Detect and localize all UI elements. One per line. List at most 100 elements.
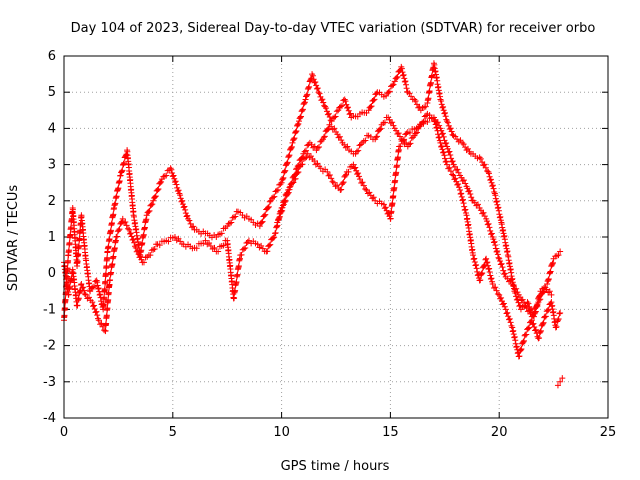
data-point	[445, 165, 452, 172]
data-point	[356, 176, 363, 183]
data-point	[165, 238, 172, 245]
data-point	[238, 251, 245, 258]
data-point	[339, 180, 346, 187]
data-point	[476, 154, 483, 161]
data-point	[521, 332, 528, 339]
data-point	[391, 184, 398, 191]
data-point	[487, 275, 494, 282]
data-point	[131, 239, 138, 246]
data-point	[459, 197, 466, 204]
data-point	[470, 252, 477, 259]
data-point	[266, 198, 273, 205]
data-point	[90, 302, 97, 309]
data-point	[148, 247, 155, 254]
data-point	[449, 158, 456, 165]
data-point	[301, 100, 308, 107]
data-point	[544, 281, 551, 288]
data-point	[533, 303, 540, 310]
data-point	[447, 125, 454, 132]
data-point	[509, 324, 516, 331]
data-point	[486, 173, 493, 180]
data-point	[387, 215, 394, 222]
data-point	[299, 107, 306, 114]
data-point	[75, 295, 82, 302]
data-point	[524, 308, 531, 315]
data-point	[412, 98, 419, 105]
data-point	[399, 69, 406, 76]
y-axis-label: SDTVAR / TECUs	[6, 185, 21, 292]
data-point	[113, 193, 120, 200]
data-point	[451, 163, 458, 170]
data-point	[117, 172, 124, 179]
data-point	[291, 135, 298, 142]
data-point	[460, 200, 467, 207]
data-point	[393, 127, 400, 134]
data-point	[103, 312, 110, 319]
data-point	[101, 294, 108, 301]
data-point	[303, 92, 310, 99]
data-point	[106, 235, 113, 242]
data-point	[457, 186, 464, 193]
data-point	[510, 283, 517, 290]
data-point	[457, 191, 464, 198]
data-point	[529, 311, 536, 318]
data-point	[387, 120, 394, 127]
data-point	[373, 134, 380, 141]
data-point	[506, 315, 513, 322]
data-point	[145, 208, 152, 215]
data-point	[150, 197, 157, 204]
y-tick-label: 3	[48, 158, 56, 173]
data-point	[234, 271, 241, 278]
data-point	[105, 243, 112, 250]
data-point	[215, 248, 222, 255]
y-tick-label: 4	[48, 121, 56, 136]
data-point	[187, 220, 194, 227]
data-point	[373, 90, 380, 97]
data-point	[94, 282, 101, 289]
data-point	[403, 130, 410, 137]
data-point	[406, 141, 413, 148]
data-point	[557, 378, 564, 385]
data-point	[440, 133, 447, 140]
data-point	[285, 153, 292, 160]
data-point	[292, 171, 299, 178]
data-point	[460, 141, 467, 148]
data-point	[490, 185, 497, 192]
data-point	[78, 281, 85, 288]
data-point	[520, 338, 527, 345]
data-point	[556, 310, 563, 317]
data-point	[231, 214, 237, 221]
data-point	[477, 155, 484, 162]
data-point	[360, 182, 367, 189]
data-point	[108, 269, 115, 276]
data-point	[473, 261, 480, 268]
data-point	[328, 123, 335, 130]
data-point	[232, 213, 239, 220]
data-point	[333, 108, 340, 115]
data-point	[89, 299, 96, 306]
data-point	[501, 270, 508, 277]
data-point	[278, 179, 285, 186]
data-point	[184, 212, 191, 219]
data-point	[313, 85, 320, 92]
data-point	[408, 93, 415, 100]
data-point	[484, 262, 491, 269]
data-point	[428, 79, 435, 86]
data-point	[526, 324, 533, 331]
data-point	[320, 99, 327, 106]
data-point	[530, 310, 537, 317]
data-point	[389, 119, 396, 126]
data-point	[459, 196, 466, 203]
data-point	[120, 160, 127, 167]
data-point	[504, 309, 511, 316]
data-point	[358, 180, 365, 187]
data-point	[492, 195, 499, 202]
data-point	[121, 159, 128, 166]
data-point	[322, 103, 329, 110]
data-point	[376, 126, 383, 133]
data-point	[339, 102, 346, 109]
data-point	[382, 204, 389, 211]
data-point	[146, 207, 153, 214]
data-point	[550, 259, 557, 266]
data-point	[82, 291, 89, 298]
